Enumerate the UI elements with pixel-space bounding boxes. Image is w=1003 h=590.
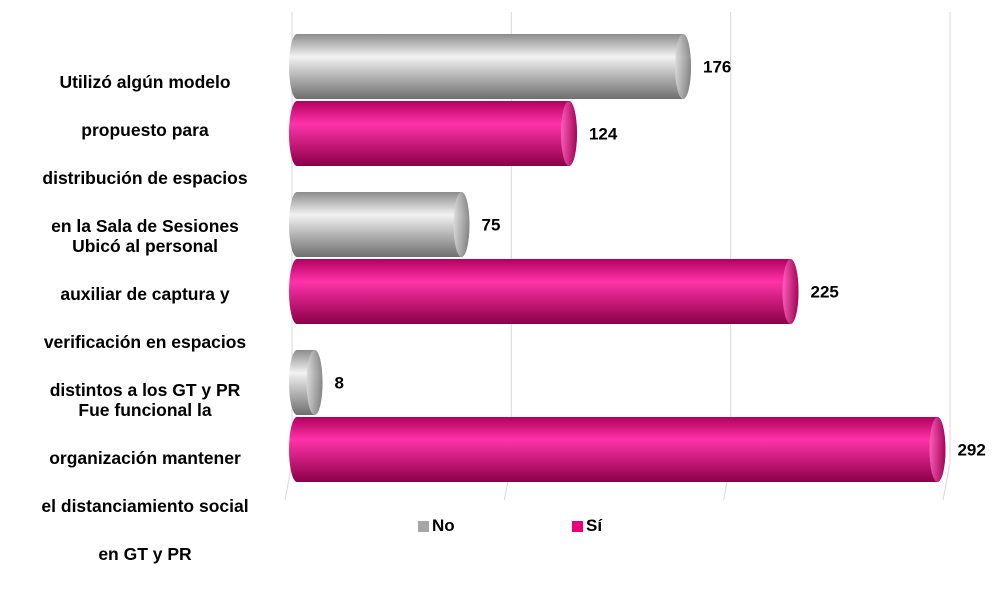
- bar-cap-no: [306, 350, 323, 415]
- bar-cap-si: [782, 259, 799, 324]
- category-label-line: verificación en espacios: [43, 332, 247, 352]
- category-label: Fue funcional la organización mantener e…: [10, 374, 280, 590]
- category-label: Ubicó al personal auxiliar de captura y …: [10, 210, 280, 426]
- legend-label-no: No: [432, 516, 455, 535]
- category-label-line: distintos a los GT y PR: [49, 380, 241, 400]
- bar-chart: 176 124 75 225 8 292: [284, 12, 986, 501]
- category-label-line: el distanciamiento social: [41, 496, 249, 516]
- category-label: Utilizó algún modelo propuesto para dist…: [10, 46, 280, 262]
- legend-item-no: No: [418, 516, 455, 536]
- category-label-line: Utilizó algún modelo: [59, 72, 231, 92]
- legend-swatch-no: [418, 520, 429, 532]
- data-label-no: 8: [335, 374, 344, 393]
- data-label-si: 225: [811, 283, 839, 302]
- bar-no: [289, 192, 470, 257]
- bar-cap-no: [453, 192, 470, 257]
- data-label-si: 124: [589, 125, 618, 144]
- data-label-si: 292: [957, 441, 985, 460]
- bar-cap-si: [560, 101, 577, 166]
- bar-si: [289, 259, 799, 324]
- legend-label-si: Sí: [586, 516, 603, 535]
- category-label-line: distribución de espacios: [42, 168, 248, 188]
- category-label-line: en la Sala de Sesiones: [51, 216, 239, 236]
- category-label-line: Fue funcional la: [78, 400, 212, 420]
- bar-si: [289, 417, 946, 482]
- data-label-no: 176: [703, 58, 731, 77]
- category-label-line: en GT y PR: [98, 544, 192, 564]
- data-label-no: 75: [482, 216, 501, 235]
- category-label-line: propuesto para: [81, 120, 209, 140]
- bar-cap-no: [675, 34, 692, 99]
- data-labels: 176 124 75 225 8 292: [335, 58, 986, 460]
- category-label-line: auxiliar de captura y: [60, 284, 230, 304]
- legend-swatch-si: [572, 520, 583, 532]
- bar-cap-si: [929, 417, 946, 482]
- category-label-line: Ubicó al personal: [72, 236, 218, 256]
- bars: [289, 34, 946, 482]
- bar-no: [289, 34, 692, 99]
- bar-si: [289, 101, 577, 166]
- category-label-line: organización mantener: [49, 448, 241, 468]
- legend-item-si: Sí: [572, 516, 602, 536]
- gridline-foot: [942, 462, 951, 501]
